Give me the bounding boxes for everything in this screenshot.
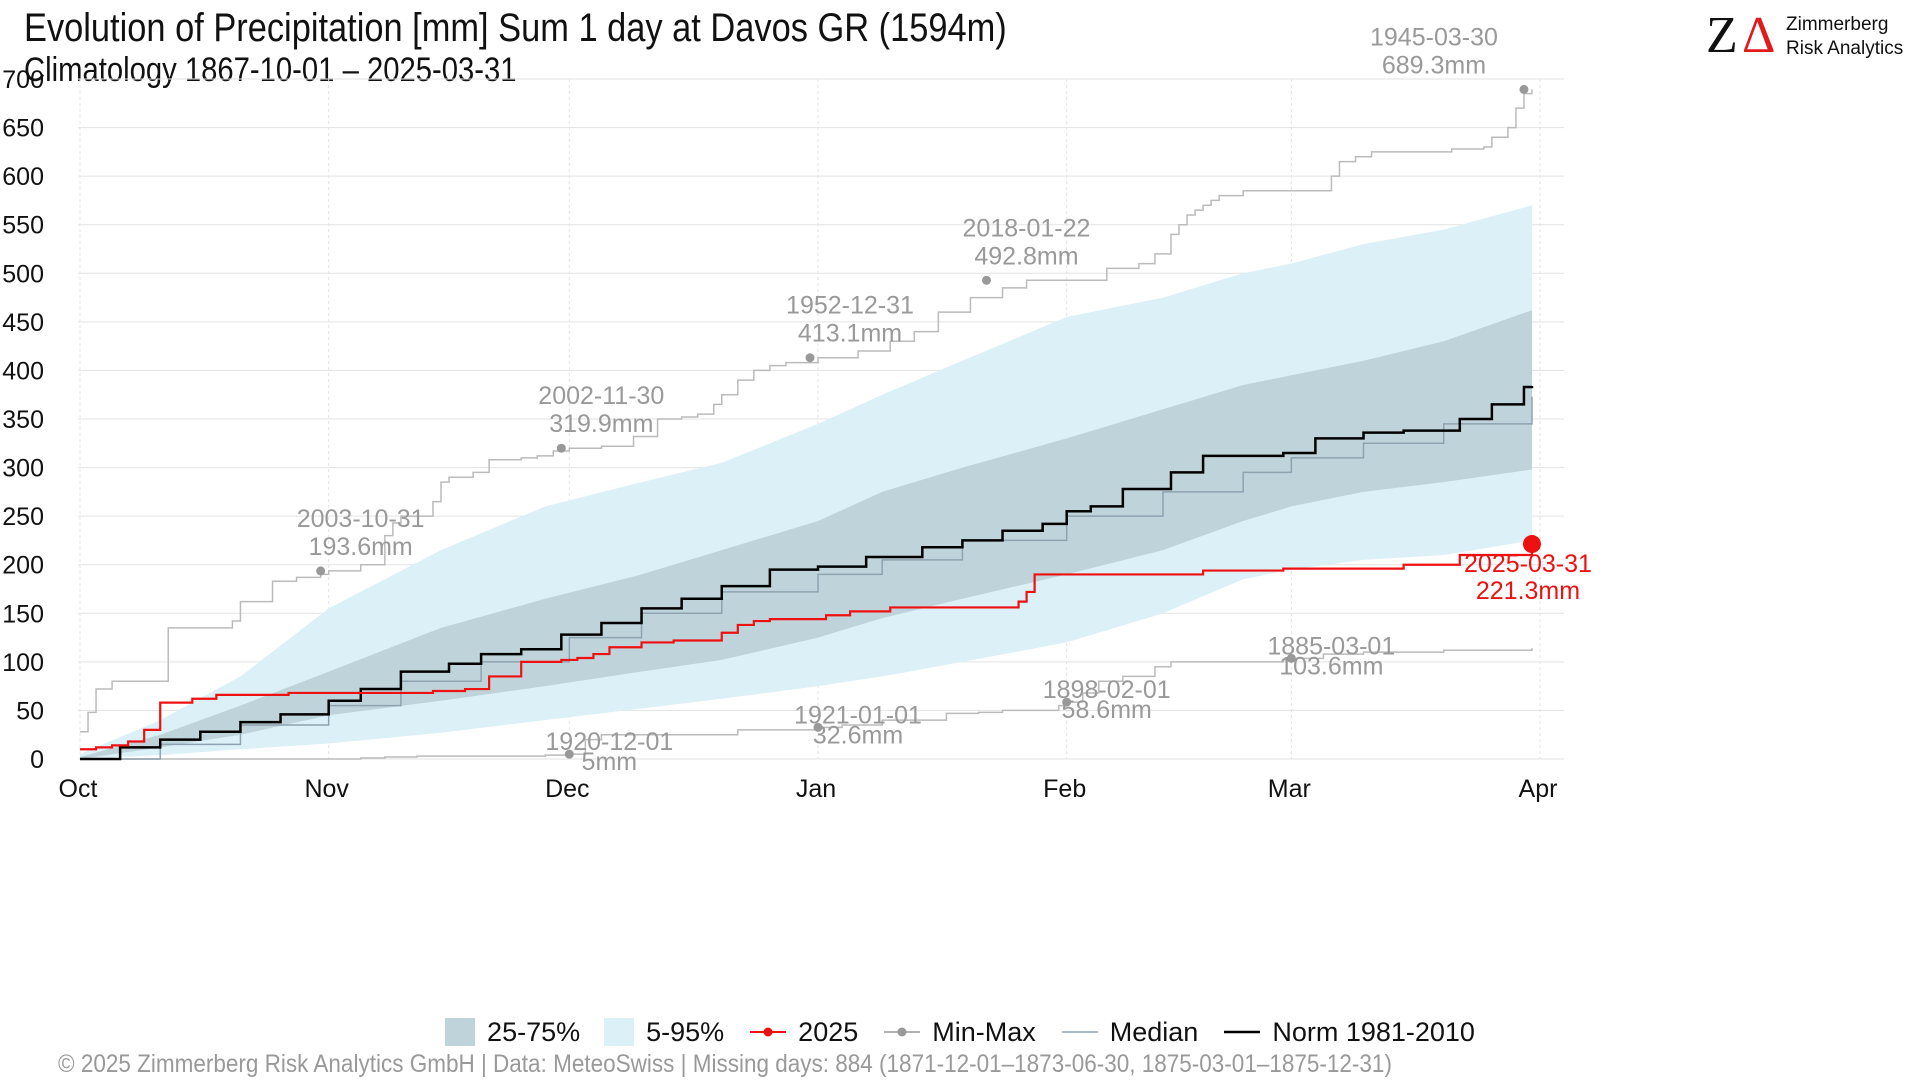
band-25-75 xyxy=(80,310,1532,759)
record-point xyxy=(564,749,574,759)
x-tick-label: Jan xyxy=(796,775,836,803)
record-date-label: 1921-01-01 xyxy=(794,701,922,729)
legend-norm-label: Norm 1981-2010 xyxy=(1272,1016,1475,1047)
x-tick-label: Oct xyxy=(59,775,98,803)
logo-z-mark: Z xyxy=(1706,7,1738,64)
y-tick-label: 400 xyxy=(2,357,44,385)
record-point xyxy=(1519,84,1529,94)
band-5-95 xyxy=(80,205,1532,760)
current-value-point xyxy=(1522,535,1541,554)
legend-minmax-line xyxy=(884,1027,921,1037)
company-logo: Z Δ Zimmerberg Risk Analytics xyxy=(1706,8,1906,64)
chart-legend: 25-75% 5-95% 2025 Min-Max Median Norm 19… xyxy=(0,1016,1920,1048)
y-tick-label: 300 xyxy=(2,455,44,483)
legend-current-line xyxy=(750,1027,787,1037)
chart-title: Evolution of Precipitation [mm] Sum 1 da… xyxy=(24,6,1007,50)
record-date-label: 2003-10-31 xyxy=(297,505,425,533)
y-tick-label: 350 xyxy=(2,406,44,434)
record-date-label: 1898-02-01 xyxy=(1043,676,1171,704)
y-tick-label: 250 xyxy=(2,503,44,531)
y-tick-label: 150 xyxy=(2,600,44,628)
record-date-label: 1920-12-01 xyxy=(545,728,673,756)
record-value-label: 5mm xyxy=(582,748,638,776)
legend-p5-95-label: 5-95% xyxy=(646,1016,725,1047)
legend-iqr: 25-75% xyxy=(445,1017,580,1048)
record-point xyxy=(981,275,991,285)
current-2025-line xyxy=(80,544,1534,751)
legend-minmax-label: Min-Max xyxy=(932,1016,1036,1047)
record-value-label: 58.6mm xyxy=(1062,696,1152,724)
legend-iqr-swatch xyxy=(445,1018,476,1046)
record-point xyxy=(1286,653,1296,663)
record-value-label: 32.6mm xyxy=(813,721,903,749)
legend-p5-95-swatch xyxy=(604,1018,635,1046)
y-tick-label: 50 xyxy=(16,697,44,725)
current-value-label: 221.3mm xyxy=(1476,577,1580,605)
max-line xyxy=(80,89,1533,733)
record-date-label: 1945-03-30 xyxy=(1370,23,1498,51)
legend-current: 2025 xyxy=(748,1017,858,1048)
record-value-label: 689.3mm xyxy=(1382,51,1486,79)
record-date-label: 1885-03-01 xyxy=(1267,632,1395,660)
record-date-label: 2002-11-30 xyxy=(538,382,664,410)
record-value-label: 103.6mm xyxy=(1279,652,1383,680)
record-date-label: 2018-01-22 xyxy=(963,214,1091,242)
legend-iqr-label: 25-75% xyxy=(487,1016,581,1047)
norm-line xyxy=(80,385,1534,761)
record-value-label: 492.8mm xyxy=(974,242,1078,270)
x-tick-label: Apr xyxy=(1519,775,1558,803)
legend-norm: Norm 1981-2010 xyxy=(1222,1017,1475,1048)
x-tick-label: Nov xyxy=(304,775,349,803)
x-tick-label: Feb xyxy=(1043,775,1086,803)
x-tick-label: Mar xyxy=(1268,775,1311,803)
legend-p5-95: 5-95% xyxy=(604,1017,724,1048)
y-tick-label: 450 xyxy=(2,309,44,337)
logo-name-line1: Zimmerberg xyxy=(1786,14,1889,35)
y-tick-label: 500 xyxy=(2,260,44,288)
record-value-label: 413.1mm xyxy=(798,320,902,348)
current-date-label: 2025-03-31 xyxy=(1464,550,1592,578)
legend-median-line xyxy=(1061,1031,1098,1033)
footer-credits: © 2025 Zimmerberg Risk Analytics GmbH | … xyxy=(58,1050,1392,1078)
y-tick-label: 650 xyxy=(2,115,44,143)
y-tick-label: 200 xyxy=(2,552,44,580)
legend-median-label: Median xyxy=(1109,1016,1199,1047)
record-point xyxy=(316,566,326,576)
legend-median: Median xyxy=(1060,1016,1199,1048)
record-point xyxy=(813,722,823,732)
legend-current-label: 2025 xyxy=(798,1016,859,1047)
legend-minmax: Min-Max xyxy=(882,1017,1036,1048)
record-value-label: 193.6mm xyxy=(309,533,413,561)
record-value-label: 319.9mm xyxy=(549,410,653,438)
logo-name-line2: Risk Analytics xyxy=(1786,38,1904,59)
logo-delta-mark: Δ xyxy=(1742,7,1776,64)
record-date-label: 1952-12-31 xyxy=(786,292,914,320)
record-point xyxy=(1062,697,1072,707)
min-line xyxy=(80,648,1533,760)
y-tick-label: 700 xyxy=(2,66,44,94)
x-tick-label: Dec xyxy=(545,775,589,803)
y-tick-label: 600 xyxy=(2,163,44,191)
chart-subtitle: Climatology 1867-10-01 – 2025-03-31 xyxy=(24,51,517,89)
y-tick-label: 550 xyxy=(2,212,44,240)
record-point xyxy=(556,443,566,453)
legend-norm-line xyxy=(1224,1030,1261,1034)
y-tick-label: 0 xyxy=(30,746,44,774)
y-tick-label: 100 xyxy=(2,649,44,677)
record-point xyxy=(805,353,815,363)
